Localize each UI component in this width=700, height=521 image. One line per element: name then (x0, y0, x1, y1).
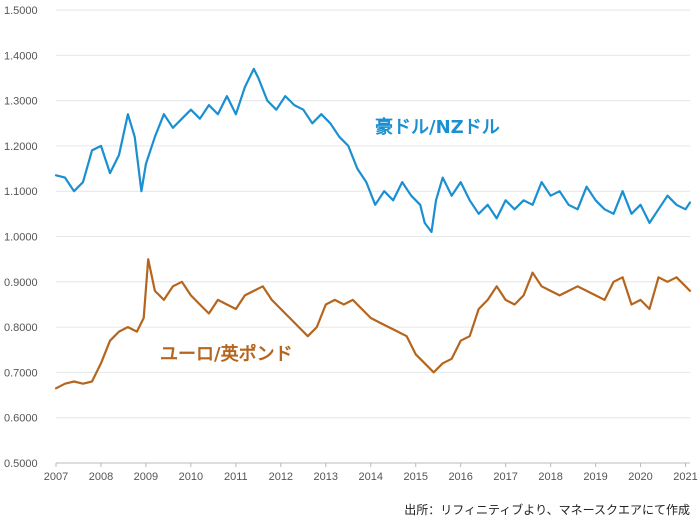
y-tick-label: 0.7000 (4, 367, 38, 379)
x-tick-label: 2015 (403, 471, 427, 483)
y-tick-label: 1.3000 (4, 96, 38, 108)
y-tick-label: 0.9000 (4, 277, 38, 289)
x-tick-label: 2018 (538, 471, 562, 483)
x-tick-label: 2011 (224, 471, 248, 483)
series-lines (54, 67, 692, 390)
x-tick-label: 2008 (89, 471, 113, 483)
y-axis: 0.5000 0.6000 0.7000 0.8000 0.9000 1.0000 1.10… (4, 5, 38, 470)
series-label-eur-gbp: ユーロ/英ポンド (160, 343, 293, 365)
x-tick-label: 2014 (359, 471, 383, 483)
y-tick-label: 0.5000 (4, 458, 38, 470)
series-line-eur-gbp (54, 258, 692, 390)
y-tick-label: 0.8000 (4, 322, 38, 334)
series-label-aud-nzd: 豪ドル/NZドル (375, 116, 500, 138)
source-note: 出所：リフィニティブより、マネースクエアにて作成 (404, 502, 690, 517)
x-tick-label: 2007 (44, 471, 68, 483)
x-tick-label: 2009 (134, 471, 158, 483)
y-tick-label: 1.1000 (4, 186, 38, 198)
y-tick-label: 1.0000 (4, 232, 38, 244)
x-tick-label: 2013 (314, 471, 338, 483)
x-tick-label: 2016 (448, 471, 472, 483)
x-axis: 2007 2008 2009 2010 2011 2012 2013 2014 2015 2016… (44, 463, 698, 483)
x-tick-label: 2012 (269, 471, 293, 483)
x-tick-label: 2019 (583, 471, 607, 483)
series-line-aud-nzd (54, 67, 692, 234)
x-tick-label: 2020 (628, 471, 652, 483)
x-tick-label: 2017 (493, 471, 517, 483)
y-tick-label: 0.6000 (4, 413, 38, 425)
y-tick-label: 1.2000 (4, 141, 38, 153)
x-tick-label: 2021 (673, 471, 697, 483)
y-tick-label: 1.5000 (4, 5, 38, 17)
x-tick-label: 2010 (179, 471, 203, 483)
y-tick-label: 1.4000 (4, 50, 38, 62)
gridlines (56, 9, 690, 464)
